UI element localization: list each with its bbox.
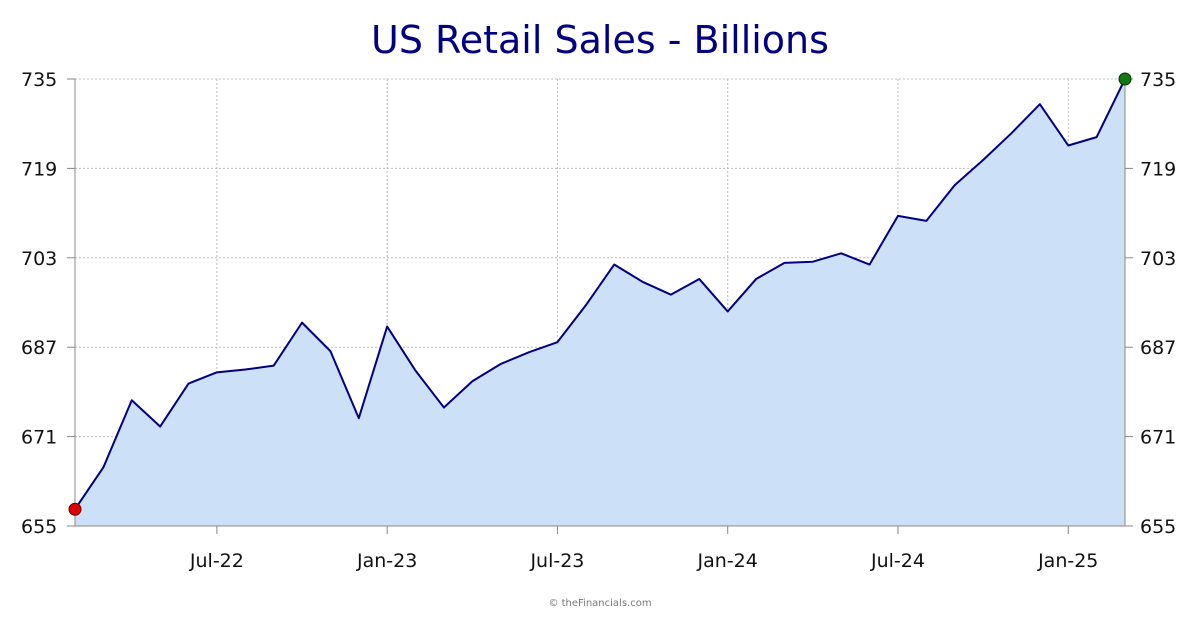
y-tick-label-right: 655 <box>1140 516 1176 538</box>
y-tick-label-right: 671 <box>1140 427 1176 449</box>
x-tick-label: Jan-24 <box>697 550 758 572</box>
y-tick-label-left: 703 <box>21 248 57 270</box>
start-point-marker <box>68 502 82 516</box>
y-tick-label-left: 687 <box>21 337 57 359</box>
chart-title: US Retail Sales - Billions <box>371 18 829 62</box>
y-tick-label-right: 719 <box>1140 158 1176 180</box>
y-tick-label-right: 687 <box>1140 337 1176 359</box>
series-line <box>74 78 1126 510</box>
area-fill <box>75 79 1125 526</box>
axes <box>67 78 1133 534</box>
x-tick-label: Jul-23 <box>529 550 584 572</box>
y-tick-label-left: 735 <box>21 69 57 91</box>
end-point-marker <box>1118 72 1132 86</box>
y-tick-label-left: 719 <box>21 158 57 180</box>
x-tick-label: Jan-23 <box>356 550 417 572</box>
x-tick-label: Jan-25 <box>1037 550 1098 572</box>
tick-labels: 655 655 671 671 687 687 703 703 719 719 735 735 Jul-… <box>21 69 1176 572</box>
y-tick-label-left: 671 <box>21 427 57 449</box>
y-tick-label-right: 735 <box>1140 69 1176 91</box>
end-markers <box>68 72 1132 516</box>
x-tick-label: Jul-22 <box>189 550 244 572</box>
credit-text: © theFinancials.com <box>548 598 652 609</box>
y-tick-label-left: 655 <box>21 516 57 538</box>
y-tick-label-right: 703 <box>1140 248 1176 270</box>
x-tick-label: Jul-24 <box>870 550 925 572</box>
